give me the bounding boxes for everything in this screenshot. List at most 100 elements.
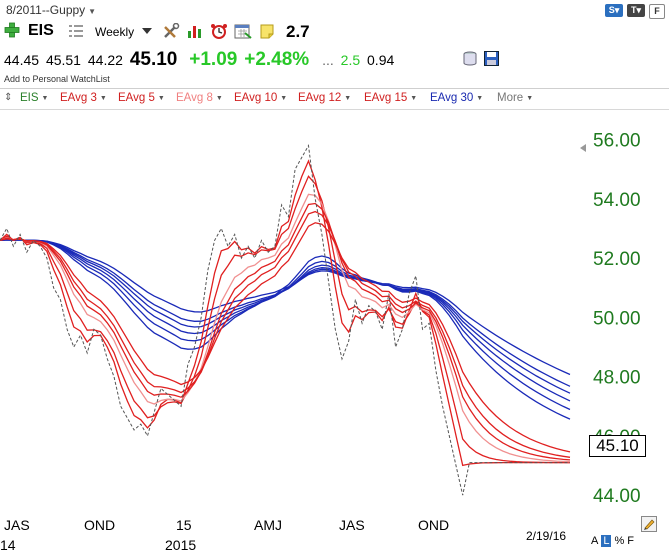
long-term-ema-line xyxy=(0,239,571,411)
indicator-item[interactable]: EAvg 5 ▼ xyxy=(118,92,165,104)
s-badge-icon[interactable]: S▾ xyxy=(605,4,623,17)
scale-percent[interactable]: % xyxy=(614,535,625,547)
database-icon[interactable] xyxy=(462,51,478,66)
scale-log[interactable]: L xyxy=(601,535,612,547)
collapse-arrow-icon[interactable] xyxy=(580,144,586,152)
long-term-ema-line xyxy=(0,239,571,376)
symbol-field[interactable]: EIS xyxy=(28,22,54,39)
tool-value: 2.7 xyxy=(286,22,310,41)
chevron-down-icon: ▼ xyxy=(157,95,165,102)
indicator-item[interactable]: EAvg 12 ▼ xyxy=(298,92,351,104)
x-tick-sublabel: 2015 xyxy=(165,537,196,553)
indicator-label: More xyxy=(497,92,524,104)
chart-end-date: 2/19/16 xyxy=(526,529,567,543)
quote-icons xyxy=(462,51,499,66)
indicator-label: EAvg 10 xyxy=(234,92,278,104)
open-value: 44.45 xyxy=(4,52,40,68)
current-price-label: 45.10 xyxy=(589,435,646,457)
y-tick-label: 54.00 xyxy=(593,190,641,211)
note-icon[interactable] xyxy=(259,23,277,39)
extra-value-2: 0.94 xyxy=(367,52,395,68)
indicator-bar: ⇕ EIS ▼ EAvg 3 ▼ EAvg 5 ▼ EAvg 8 ▼ EAvg 10 ▼ … xyxy=(0,89,669,110)
save-icon[interactable] xyxy=(484,51,499,66)
indicator-label: EAvg 15 xyxy=(364,92,408,104)
indicator-item[interactable]: EIS ▼ xyxy=(20,92,48,104)
x-tick-label: JAS xyxy=(4,517,30,533)
chevron-down-icon: ▼ xyxy=(344,95,352,102)
x-tick-label: OND xyxy=(84,517,115,533)
short-term-ema-line xyxy=(0,159,570,467)
chevron-down-icon[interactable] xyxy=(142,27,152,35)
y-tick-label: 44.00 xyxy=(593,486,641,507)
x-tick-sublabel: 14 xyxy=(0,537,16,553)
long-term-ema-line xyxy=(0,239,571,387)
chevron-down-icon: ▼ xyxy=(526,95,534,102)
scale-fixed[interactable]: F xyxy=(627,535,634,547)
change-percent: +2.48% xyxy=(244,49,310,70)
extra-value: 2.5 xyxy=(340,52,361,68)
indicator-label: EAvg 5 xyxy=(118,92,155,104)
pencil-icon[interactable] xyxy=(641,516,657,532)
indicator-label: EAvg 8 xyxy=(176,92,213,104)
x-tick-label: OND xyxy=(418,517,449,533)
low-value: 44.22 xyxy=(87,52,123,68)
x-tick-label: AMJ xyxy=(254,517,282,533)
indicator-label: EAvg 3 xyxy=(60,92,97,104)
chevron-down-icon: ▼ xyxy=(410,95,418,102)
y-tick-label: 50.00 xyxy=(593,308,641,329)
chevron-down-icon: ▼ xyxy=(280,95,288,102)
more-dots[interactable]: ... xyxy=(322,52,334,68)
indicator-label: EAvg 30 xyxy=(430,92,474,104)
chevron-down-icon: ▼ xyxy=(88,7,97,16)
scale-auto[interactable]: A xyxy=(591,535,599,547)
x-tick-label: JAS xyxy=(339,517,365,533)
x-tick-label: 15 xyxy=(176,517,192,533)
t-badge-icon[interactable]: T▾ xyxy=(627,4,645,17)
indicator-settings-icon[interactable]: ⇕ xyxy=(4,92,13,103)
scale-controls: A L % F xyxy=(591,535,634,547)
chart-bars-icon[interactable] xyxy=(187,23,205,39)
indicator-item[interactable]: EAvg 15 ▼ xyxy=(364,92,417,104)
price-line xyxy=(0,144,570,496)
list-icon[interactable] xyxy=(69,24,83,38)
indicator-label: EIS xyxy=(20,92,39,104)
price-series-line xyxy=(0,144,570,496)
last-price: 45.10 xyxy=(129,49,178,70)
quote-line: 44.45 45.51 44.22 45.10 +1.09 +2.48% ...… xyxy=(4,49,397,71)
y-tick-label: 52.00 xyxy=(593,249,641,270)
high-value: 45.51 xyxy=(45,52,81,68)
chevron-down-icon: ▼ xyxy=(215,95,223,102)
short-term-ema-line xyxy=(0,210,571,458)
short-term-ema-line xyxy=(0,222,571,453)
short-term-ema-line xyxy=(0,193,571,463)
indicator-label: EAvg 12 xyxy=(298,92,342,104)
chevron-down-icon: ▼ xyxy=(41,95,49,102)
indicator-item[interactable]: EAvg 10 ▼ xyxy=(234,92,287,104)
add-to-watchlist-link[interactable]: Add to Personal WatchList xyxy=(4,74,110,84)
period-selector[interactable]: Weekly xyxy=(95,25,135,39)
indicator-item[interactable]: EAvg 8 ▼ xyxy=(176,92,223,104)
tools-icon[interactable] xyxy=(163,23,181,39)
indicator-item[interactable]: More ▼ xyxy=(497,92,533,104)
indicator-item[interactable]: EAvg 30 ▼ xyxy=(430,92,483,104)
indicator-item[interactable]: EAvg 3 ▼ xyxy=(60,92,107,104)
change-value: +1.09 xyxy=(189,49,238,70)
f-badge-icon[interactable]: F xyxy=(649,4,665,19)
chart-header: 8/2011--Guppy ▼ EIS Weekly 2.7 xyxy=(0,0,669,89)
chevron-down-icon: ▼ xyxy=(99,95,107,102)
y-tick-label: 56.00 xyxy=(593,131,641,152)
plus-icon[interactable] xyxy=(4,22,20,38)
moving-average-lines xyxy=(0,159,571,467)
x-axis: JAS 14 OND 15 2015 AMJ JAS OND xyxy=(0,517,449,553)
chevron-down-icon: ▼ xyxy=(476,95,484,102)
calendar-icon[interactable] xyxy=(234,23,252,39)
layout-selector[interactable]: 8/2011--Guppy ▼ xyxy=(6,3,96,17)
y-tick-label: 48.00 xyxy=(593,368,641,389)
short-term-ema-line xyxy=(0,175,571,464)
layout-title: 8/2011--Guppy xyxy=(6,3,86,17)
alarm-clock-icon[interactable] xyxy=(210,23,228,39)
short-term-ema-line xyxy=(0,202,571,461)
top-right-controls: S▾ T▾ F xyxy=(605,4,665,19)
